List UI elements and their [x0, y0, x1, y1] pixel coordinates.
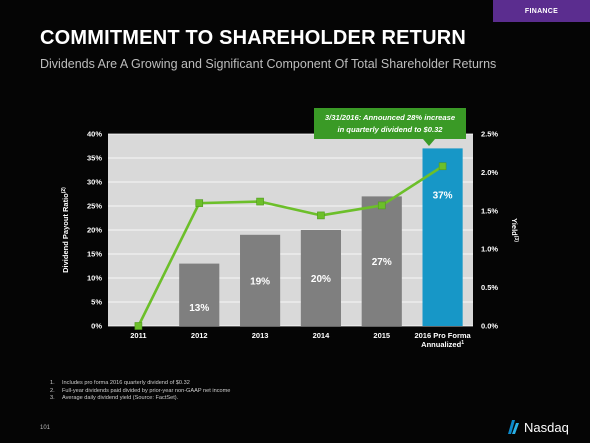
bar-data-label: 27% [372, 257, 392, 268]
yield-point [256, 197, 264, 206]
y2-tick-label: 0.0% [481, 322, 498, 331]
x-tick-label: 2011 [130, 331, 146, 340]
footnote-2: 2. Full-year dividends paid divided by pr… [50, 387, 231, 394]
section-tag: FINANCE [493, 0, 590, 22]
nasdaq-mark-icon [508, 420, 519, 434]
yield-point [377, 201, 386, 210]
callout-box: 3/31/2016: Announced 28% increase in qua… [314, 108, 466, 146]
dividend-chart: 0% 5% 10% 15% 20% 25% 30% 35% 40% 0.0% 0.5% 1.0% 1.… [61, 108, 519, 349]
y2-tick-label: 1.0% [481, 245, 498, 254]
bar [300, 230, 341, 326]
page-subtitle: Dividends Are A Growing and Significant … [40, 57, 497, 71]
y-tick-label: 10% [87, 274, 102, 283]
callout-line1: 3/31/2016: Announced 28% increase [325, 113, 456, 122]
footnotes: 1. Includes pro forma 2016 quarterly divi… [50, 380, 230, 403]
bar-data-label: 20% [311, 274, 331, 285]
y-tick-label: 20% [87, 226, 102, 235]
chart-container: 0% 5% 10% 15% 20% 25% 30% 35% 40% 0.0% 0.5% 1.0% 1.… [40, 103, 549, 370]
y-axis-title: Dividend Payout Ratio(2) [61, 187, 70, 273]
y-tick-label: 40% [87, 130, 102, 139]
x-tick-label: 2014 [313, 331, 331, 340]
callout-line2: in quarterly dividend to $0.32 [337, 125, 443, 134]
y-tick-label: 25% [87, 202, 102, 211]
y2-tick-label: 1.5% [481, 206, 498, 215]
y-tick-label: 15% [87, 250, 102, 259]
y2-tick-label: 2.0% [481, 168, 498, 177]
y2-axis-title: Yield(3) [510, 218, 519, 242]
x-tick-label: 2016 Pro Forma [414, 331, 471, 340]
y2-tick-label: 0.5% [481, 283, 498, 292]
x-tick-label: 2012 [191, 331, 208, 340]
footnote-1: 1. Includes pro forma 2016 quarterly divi… [50, 380, 190, 386]
footnote-3: 3. Average daily dividend yield (Source: … [50, 395, 179, 401]
page-title: COMMITMENT TO SHAREHOLDER RETURN [40, 27, 467, 49]
bar-data-label: 19% [250, 276, 270, 287]
bar-data-label: 13% [189, 303, 209, 314]
bar [422, 148, 463, 326]
y-tick-label: 35% [87, 154, 102, 163]
bar [179, 263, 220, 326]
x-tick-label: Annualized1 [421, 340, 464, 349]
page-number: 101 [40, 425, 51, 431]
x-tick-label: 2013 [252, 331, 269, 340]
y-tick-label: 30% [87, 178, 102, 187]
bar [240, 234, 281, 326]
yield-point [134, 322, 143, 330]
nasdaq-logo: Nasdaq [506, 419, 569, 435]
y-tick-label: 0% [91, 322, 102, 331]
yield-point [317, 211, 325, 220]
yield-point [438, 162, 447, 171]
logo-wordmark: Nasdaq [524, 419, 569, 435]
bar-data-label: 37% [433, 190, 453, 201]
y2-tick-label: 2.5% [481, 130, 498, 139]
yield-point [195, 199, 204, 207]
bar [361, 196, 402, 326]
yield-line [137, 165, 444, 327]
x-tick-label: 2015 [373, 331, 390, 340]
y-tick-label: 5% [91, 298, 102, 307]
